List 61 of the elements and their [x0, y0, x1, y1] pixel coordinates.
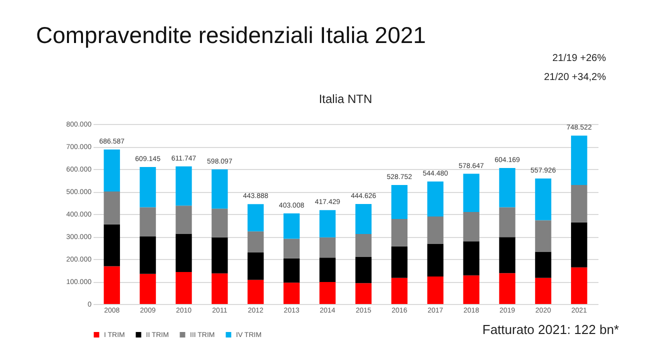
- bar: [212, 169, 228, 209]
- bar: [140, 207, 156, 236]
- bar: [427, 276, 444, 304]
- bar: [391, 185, 408, 219]
- bar: [176, 272, 192, 304]
- bar: [427, 244, 444, 277]
- bar: [284, 282, 300, 304]
- bar: [104, 266, 120, 304]
- bar: [355, 283, 372, 304]
- bar: [571, 222, 588, 268]
- bar: [391, 278, 408, 304]
- bar: [535, 178, 552, 220]
- chart-subtitle: Compravendite residenziali Italia 2021: [36, 22, 426, 49]
- bar: [319, 237, 336, 258]
- bar: [499, 168, 516, 208]
- text: 21/19 +26%: [552, 53, 606, 64]
- bar: [535, 278, 552, 304]
- bar: [535, 220, 552, 252]
- bar: [140, 274, 156, 304]
- bar: [571, 184, 588, 222]
- bar: [212, 273, 228, 304]
- bar: [140, 166, 156, 208]
- bar: [284, 258, 300, 283]
- bar: [391, 246, 408, 278]
- bar: [319, 282, 336, 304]
- bar: [104, 150, 120, 192]
- bar: [463, 275, 480, 304]
- bar: [571, 267, 588, 304]
- bar: [176, 166, 192, 206]
- bar: [463, 212, 480, 242]
- bar: [248, 204, 264, 232]
- bar: [319, 210, 336, 238]
- bar: [176, 206, 192, 234]
- bar: [499, 237, 516, 274]
- bar: [284, 213, 300, 239]
- bar: [499, 207, 516, 238]
- bar: [248, 280, 264, 304]
- bar: [463, 174, 480, 212]
- bar: [355, 256, 372, 284]
- bar: [319, 258, 336, 282]
- bar: [248, 231, 264, 252]
- bar: [104, 192, 120, 224]
- bar: [176, 234, 192, 272]
- bar: [140, 236, 156, 274]
- bar: [284, 238, 300, 258]
- text: 21/20 +34,2%: [544, 72, 606, 83]
- bar: [427, 181, 444, 216]
- bar: [535, 252, 552, 278]
- bar: [104, 224, 120, 266]
- bar: [248, 252, 264, 280]
- bar: [499, 273, 516, 304]
- bar: [463, 241, 480, 276]
- text: Fatturato 2021: 122 bn*: [482, 322, 619, 337]
- bar: [355, 234, 372, 257]
- bar: [427, 216, 444, 244]
- chart-title: Italia NTN: [318, 92, 372, 106]
- bar: [212, 208, 228, 238]
- bar: [571, 136, 588, 185]
- bar: [355, 204, 372, 234]
- bar: [391, 218, 408, 246]
- bar: [212, 237, 228, 274]
